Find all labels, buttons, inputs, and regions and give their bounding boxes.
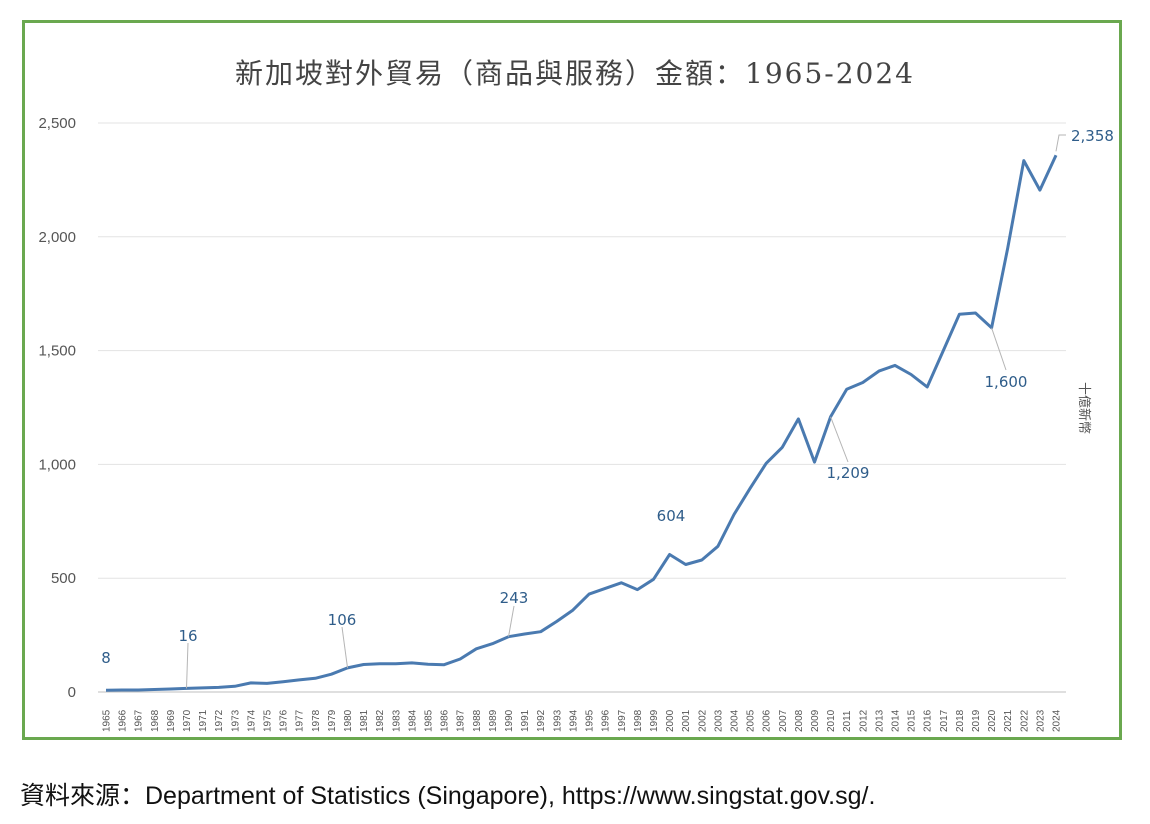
- x-tick-label: 1987: [456, 709, 467, 732]
- x-tick-label: 2001: [681, 709, 692, 732]
- x-tick-label: 1976: [279, 709, 290, 732]
- x-tick-label: 1978: [311, 709, 322, 732]
- x-tick-label: 1991: [520, 709, 531, 732]
- x-axis-ticks: 1965 1966 1967 1968 1969 1970 1971 1972 1973 1974…: [102, 709, 1063, 732]
- y-tick-label: 500: [51, 570, 76, 587]
- x-tick-label: 2016: [923, 709, 934, 732]
- x-tick-label: 1975: [263, 709, 274, 732]
- y-axis-label: 十億新幣: [1076, 382, 1092, 434]
- annotation-leader: [991, 327, 1007, 371]
- x-tick-label: 2019: [971, 709, 982, 732]
- x-tick-label: 2017: [939, 709, 950, 732]
- x-tick-label: 2004: [729, 709, 740, 732]
- data-label: 106: [328, 611, 357, 629]
- x-tick-label: 1972: [214, 709, 225, 732]
- x-tick-label: 1973: [230, 709, 241, 732]
- gridlines: [98, 122, 1066, 693]
- x-tick-label: 1999: [649, 709, 660, 732]
- chart-title: 新加坡對外貿易（商品與服務）金額：1965-2024: [235, 57, 915, 90]
- x-tick-label: 1998: [633, 709, 644, 732]
- x-tick-label: 2020: [987, 709, 998, 732]
- x-tick-label: 2000: [665, 709, 676, 732]
- x-tick-label: 2018: [955, 709, 966, 732]
- x-tick-label: 2005: [746, 709, 757, 732]
- x-tick-label: 1968: [150, 709, 161, 732]
- data-label: 1,600: [985, 373, 1028, 391]
- x-tick-label: 1986: [440, 709, 451, 732]
- x-tick-label: 2015: [907, 709, 918, 732]
- y-tick-label: 1,500: [38, 343, 76, 360]
- x-tick-label: 1997: [617, 709, 628, 732]
- source-note: 資料來源：Department of Statistics (Singapore…: [20, 782, 876, 810]
- x-tick-label: 2024: [1052, 709, 1063, 732]
- x-tick-label: 1988: [472, 709, 483, 732]
- x-tick-label: 2002: [697, 709, 708, 732]
- annotation-leader: [830, 416, 849, 463]
- x-tick-label: 1993: [552, 709, 563, 732]
- data-label: 243: [500, 589, 529, 607]
- y-tick-label: 2,500: [38, 115, 76, 132]
- annotation-leader: [1055, 134, 1066, 152]
- y-axis-ticks: 0 500 1,000 1,500 2,000 2,500: [38, 115, 76, 701]
- data-label: 2,358: [1071, 127, 1114, 145]
- x-tick-label: 1994: [568, 709, 579, 732]
- annotation-leader: [186, 642, 189, 689]
- x-tick-label: 1974: [246, 709, 257, 732]
- x-tick-label: 1965: [102, 709, 113, 732]
- x-tick-label: 1971: [198, 709, 209, 732]
- x-tick-label: 2010: [826, 709, 837, 732]
- data-label: 16: [178, 627, 197, 645]
- x-tick-label: 1996: [601, 709, 612, 732]
- x-tick-label: 1990: [504, 709, 515, 732]
- x-tick-label: 2007: [778, 709, 789, 732]
- x-tick-label: 2023: [1035, 709, 1046, 732]
- x-tick-label: 2009: [810, 709, 821, 732]
- x-tick-label: 1985: [424, 709, 435, 732]
- x-tick-label: 2014: [890, 709, 901, 732]
- x-tick-label: 1966: [118, 709, 129, 732]
- x-tick-label: 1983: [391, 709, 402, 732]
- x-tick-label: 1980: [343, 709, 354, 732]
- annotation-leader: [508, 605, 515, 637]
- x-tick-label: 1989: [488, 709, 499, 732]
- x-tick-label: 2022: [1019, 709, 1030, 732]
- data-label: 604: [657, 507, 686, 525]
- chart-frame: [22, 20, 1122, 740]
- x-tick-label: 1969: [166, 709, 177, 732]
- y-tick-label: 2,000: [38, 229, 76, 246]
- x-tick-label: 2011: [842, 710, 853, 732]
- x-tick-label: 2012: [858, 709, 869, 732]
- x-tick-label: 1982: [375, 709, 386, 732]
- x-tick-label: 2006: [762, 709, 773, 732]
- data-label: 1,209: [827, 464, 870, 482]
- x-tick-label: 2008: [794, 709, 805, 732]
- y-tick-label: 0: [68, 684, 76, 701]
- series-line: [105, 154, 1058, 692]
- y-tick-label: 1,000: [38, 456, 76, 473]
- annotation-leader: [341, 626, 349, 668]
- x-tick-label: 2021: [1003, 709, 1014, 732]
- x-tick-label: 1981: [359, 709, 370, 732]
- x-tick-label: 1967: [134, 709, 145, 732]
- x-tick-label: 1995: [585, 709, 596, 732]
- x-tick-label: 1970: [182, 709, 193, 732]
- x-tick-label: 1984: [407, 709, 418, 732]
- x-tick-label: 2013: [874, 709, 885, 732]
- data-annotations: 8 16 106 243 604 1,209 1,600 2,358: [101, 127, 1114, 689]
- data-label: 8: [101, 649, 111, 667]
- x-tick-label: 2003: [713, 709, 724, 732]
- x-tick-label: 1992: [536, 709, 547, 732]
- x-tick-label: 1979: [327, 709, 338, 732]
- x-tick-label: 1977: [295, 709, 306, 732]
